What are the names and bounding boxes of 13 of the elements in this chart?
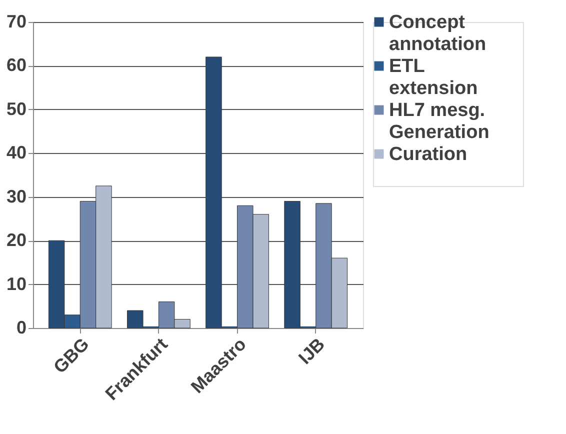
x-tick-label: IJB (294, 334, 329, 368)
legend-label: ETL extension (389, 56, 478, 99)
y-tick-label: 70 (6, 12, 26, 32)
y-tick-label: 60 (6, 55, 26, 76)
legend-label: HL7 mesg. Generation (389, 100, 490, 143)
y-tick-label: 30 (6, 186, 26, 206)
legend-label: Curation (389, 144, 468, 165)
y-tick-label: 0 (16, 318, 26, 338)
y-tick-label: 40 (6, 142, 26, 163)
y-tick-label: 20 (6, 230, 26, 250)
legend-label: Concept annotation (389, 12, 486, 55)
y-tick-label: 50 (6, 98, 26, 119)
y-tick-label: 10 (6, 274, 26, 294)
